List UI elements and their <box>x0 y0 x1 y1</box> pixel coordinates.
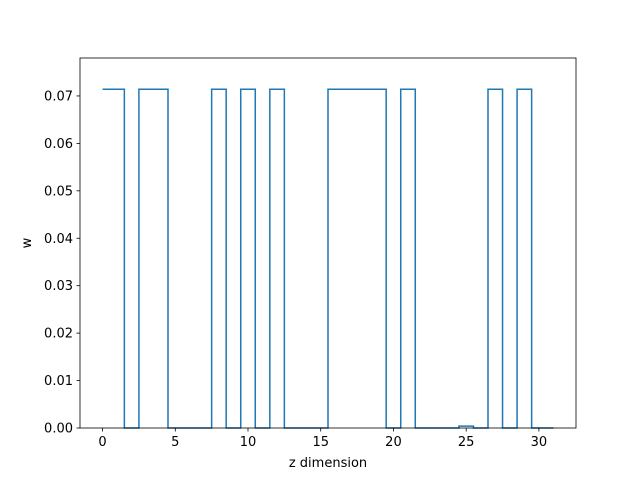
x-axis-label: z dimension <box>289 456 367 471</box>
y-tick-label: 0.04 <box>44 232 73 247</box>
y-axis-label: w <box>20 237 35 248</box>
y-tick-label: 0.00 <box>44 422 73 437</box>
y-tick-label: 0.05 <box>44 184 73 199</box>
y-tick-label: 0.06 <box>44 137 73 152</box>
axes-frame <box>79 57 577 429</box>
x-tick-label: 30 <box>531 435 548 450</box>
y-axis-ticks: 0.00 0.01 0.02 0.03 0.04 0.05 0.06 0.07 <box>44 89 80 437</box>
y-tick-label: 0.01 <box>44 374 73 389</box>
x-tick-label: 15 <box>312 435 329 450</box>
x-tick-label: 0 <box>98 435 106 450</box>
x-tick-label: 10 <box>240 435 257 450</box>
y-tick-label: 0.07 <box>44 89 73 104</box>
x-tick-label: 25 <box>458 435 475 450</box>
y-tick-label: 0.03 <box>44 279 73 294</box>
x-tick-label: 20 <box>385 435 402 450</box>
x-tick-label: 5 <box>171 435 179 450</box>
x-axis-ticks: 0 5 10 15 20 25 30 <box>98 428 547 450</box>
y-tick-label: 0.02 <box>44 327 73 342</box>
